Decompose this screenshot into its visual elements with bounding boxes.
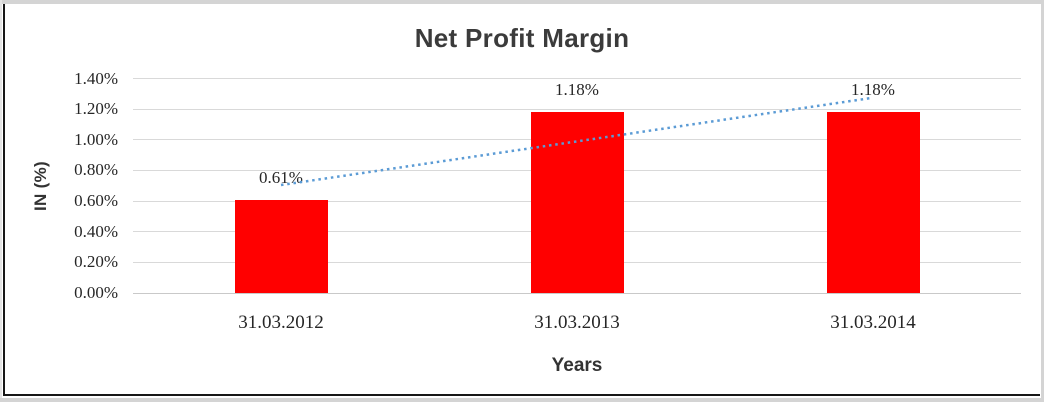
bar-value-label: 0.61%	[259, 167, 303, 187]
y-tick-label: 0.40%	[74, 221, 118, 241]
gridline	[133, 78, 1021, 80]
border-bottom	[3, 394, 1040, 396]
x-tick-label: 31.03.2013	[534, 312, 620, 333]
x-axis-title: Years	[551, 355, 603, 376]
y-tick-label: 0.20%	[74, 252, 118, 272]
x-tick-label: 31.03.2012	[238, 312, 324, 333]
gridline	[133, 108, 1021, 110]
bar	[530, 112, 624, 293]
y-tick-label: 0.80%	[74, 160, 118, 180]
y-tick-label: 1.00%	[74, 129, 118, 149]
border-bottom-outer	[0, 398, 1044, 402]
border-left-outer	[0, 0, 2, 402]
y-tick-label: 1.20%	[74, 99, 118, 119]
border-top	[0, 0, 1044, 4]
x-tick-label: 31.03.2014	[830, 312, 916, 333]
chart-title: Net Profit Margin	[414, 23, 630, 53]
bar-value-label: 1.18%	[555, 80, 599, 100]
y-tick-label: 0.00%	[74, 283, 118, 302]
y-tick-label: 0.60%	[74, 191, 118, 211]
bar-value-label: 1.18%	[851, 80, 895, 100]
border-left	[3, 4, 5, 396]
y-tick-label: 1.40%	[74, 68, 118, 88]
border-right	[1041, 0, 1044, 402]
gridline	[133, 292, 1021, 294]
bar	[826, 112, 920, 293]
bar	[234, 199, 328, 293]
